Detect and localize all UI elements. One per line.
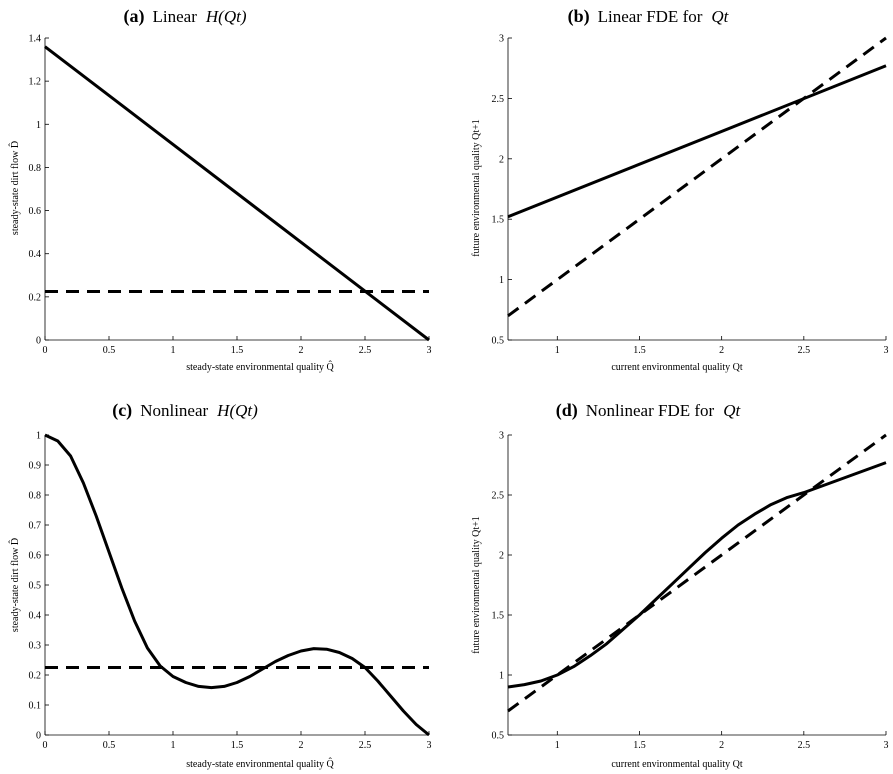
y-tick-label: 1: [36, 120, 41, 131]
panel-title-label: (a): [124, 6, 145, 27]
panel-title-text: Nonlinear FDE for: [586, 401, 715, 420]
x-tick-label: 1: [555, 740, 560, 751]
y-tick-label: 0.5: [492, 731, 505, 742]
y-tick-label: 0.3: [29, 641, 42, 652]
y-tick-label: 2: [499, 154, 504, 165]
x-tick-label: 3: [427, 740, 432, 751]
x-tick-label: 0.5: [103, 740, 116, 751]
y-tick-label: 3: [499, 431, 504, 442]
panel-title-label: (b): [568, 6, 590, 27]
x-tick-label: 0: [43, 345, 48, 356]
solid-series-line: [507, 64, 887, 219]
y-tick-label: 1.2: [29, 77, 42, 88]
y-tick-label: 0.8: [29, 163, 42, 174]
panel-title: (b) Linear FDE for Qt: [568, 6, 730, 27]
y-tick-label: 0.2: [29, 292, 42, 303]
solid-series-line: [44, 45, 430, 342]
panel-title-text: Linear FDE for: [598, 7, 703, 26]
panel-c: (c) Nonlinear H(Qt) 0 0.5 1 1.5 2 2.5 3 0 0.1 0.2…: [8, 400, 431, 770]
dashed-series-line: [507, 36, 887, 318]
plot-area: 0 0.5 1 1.5 2 2.5 3 0 0.1 0.2 0.3 0.4 0.5 0.6 0.7 0.8 0.…: [29, 431, 432, 752]
x-axis-label: steady-state environmental quality Q̂: [186, 757, 334, 770]
y-tick-label: 1: [499, 671, 504, 682]
x-tick-label: 2: [719, 345, 724, 356]
y-tick-label: 0.8: [29, 491, 42, 502]
x-tick-label: 1.5: [231, 740, 244, 751]
x-tick-label: 3: [884, 740, 889, 751]
panel-b: (b) Linear FDE for Qt 1 1.5 2 2.5 3 0.5 1 1.5 2 2…: [471, 6, 889, 373]
x-tick-label: 1.5: [633, 740, 646, 751]
panel-title-label: (c): [112, 400, 132, 421]
x-tick-label: 1: [171, 740, 176, 751]
x-tick-label: 2: [299, 345, 304, 356]
x-tick-label: 1.5: [633, 345, 646, 356]
x-axis-label: current environmental quality Qt: [611, 759, 743, 770]
y-tick-label: 0.6: [29, 551, 42, 562]
panel-title-label: (d): [556, 400, 578, 421]
x-tick-label: 3: [884, 345, 889, 356]
y-tick-label: 0: [36, 336, 41, 347]
y-tick-label: 2.5: [492, 491, 505, 502]
panel-d: (d) Nonlinear FDE for Qt 1 1.5 2 2.5 3 0.5 1 1.…: [471, 400, 889, 770]
dashed-series-line: [507, 433, 887, 713]
y-axis-label: future environmental quality Qt+1: [471, 516, 482, 654]
y-tick-label: 0.4: [29, 249, 42, 260]
y-tick-label: 0.9: [29, 461, 42, 472]
x-tick-label: 2.5: [798, 740, 811, 751]
x-tick-label: 1: [171, 345, 176, 356]
x-tick-label: 2: [719, 740, 724, 751]
y-tick-label: 3: [499, 34, 504, 45]
x-tick-label: 2.5: [359, 740, 372, 751]
y-tick-label: 1.5: [492, 215, 505, 226]
solid-series-line: [44, 433, 430, 737]
x-tick-label: 3: [427, 345, 432, 356]
y-tick-label: 1.5: [492, 611, 505, 622]
x-tick-label: 1.5: [231, 345, 244, 356]
x-tick-label: 0: [43, 740, 48, 751]
y-tick-label: 2.5: [492, 94, 505, 105]
solid-series-line: [507, 461, 887, 689]
x-tick-label: 2.5: [798, 345, 811, 356]
y-tick-label: 0.6: [29, 206, 42, 217]
x-tick-label: 2: [299, 740, 304, 751]
y-tick-label: 1: [499, 275, 504, 286]
y-tick-label: 0.5: [492, 336, 505, 347]
plot-area: 1 1.5 2 2.5 3 0.5 1 1.5 2 2.5 3: [492, 431, 889, 752]
y-tick-label: 0.7: [29, 521, 42, 532]
x-tick-label: 0.5: [103, 345, 116, 356]
panel-title-math: Qt: [723, 401, 741, 420]
x-tick-label: 2.5: [359, 345, 372, 356]
panel-title-math: Qt: [711, 7, 729, 26]
x-tick-label: 1: [555, 345, 560, 356]
x-axis-label: steady-state environmental quality Q̂: [186, 360, 334, 373]
panel-title-math: H(Qt): [216, 401, 258, 420]
y-tick-label: 0: [36, 731, 41, 742]
y-tick-label: 0.1: [29, 701, 42, 712]
y-tick-label: 0.2: [29, 671, 42, 682]
y-tick-label: 0.4: [29, 611, 42, 622]
y-tick-label: 1.4: [29, 34, 42, 45]
y-axis-label: steady-state dirt flow D̂: [8, 141, 21, 235]
panel-title-math: H(Qt): [205, 7, 247, 26]
panel-title-text: Nonlinear: [140, 401, 208, 420]
plot-area: 0 0.5 1 1.5 2 2.5 3 0 0.2 0.4 0.6 0.8 1 1.2 1.4: [29, 34, 432, 357]
panel-title: (a) Linear H(Qt): [124, 6, 247, 27]
y-tick-label: 1: [36, 431, 41, 442]
plot-area: 1 1.5 2 2.5 3 0.5 1 1.5 2 2.5 3: [492, 34, 889, 357]
panel-title-text: Linear: [153, 7, 198, 26]
x-axis-label: current environmental quality Qt: [611, 362, 743, 373]
y-tick-label: 0.5: [29, 581, 42, 592]
panel-title: (c) Nonlinear H(Qt): [112, 400, 258, 421]
panel-a: (a) Linear H(Qt) 0 0.5 1 1.5 2 2.5 3 0 0.2 0.4 0.6…: [8, 6, 432, 373]
y-axis-label: future environmental quality Qt+1: [471, 119, 482, 257]
y-tick-label: 2: [499, 551, 504, 562]
y-axis-label: steady-state dirt flow D̂: [8, 538, 21, 632]
panel-title: (d) Nonlinear FDE for Qt: [556, 400, 742, 421]
